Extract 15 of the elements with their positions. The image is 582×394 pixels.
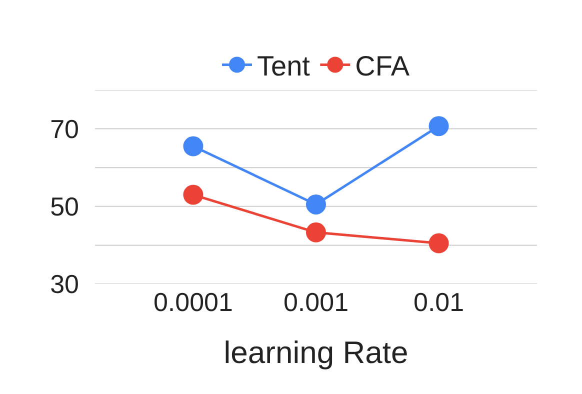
- y-tick-label: 30: [50, 269, 79, 300]
- y-tick-label: 70: [50, 114, 79, 144]
- legend-label: Tent: [257, 50, 310, 82]
- point: [306, 194, 326, 214]
- x-axis-title: learning Rate: [224, 335, 408, 370]
- point: [183, 136, 204, 156]
- x-tick-label: 0.0001: [153, 287, 233, 317]
- point: [428, 233, 449, 254]
- x-tick-label: 0.01: [413, 287, 464, 317]
- y-tick-label: 50: [50, 192, 79, 222]
- point: [183, 184, 204, 205]
- x-tick-label: 0.001: [283, 287, 349, 317]
- point: [428, 116, 449, 136]
- point: [306, 222, 326, 242]
- legend-label: CFA: [355, 50, 410, 82]
